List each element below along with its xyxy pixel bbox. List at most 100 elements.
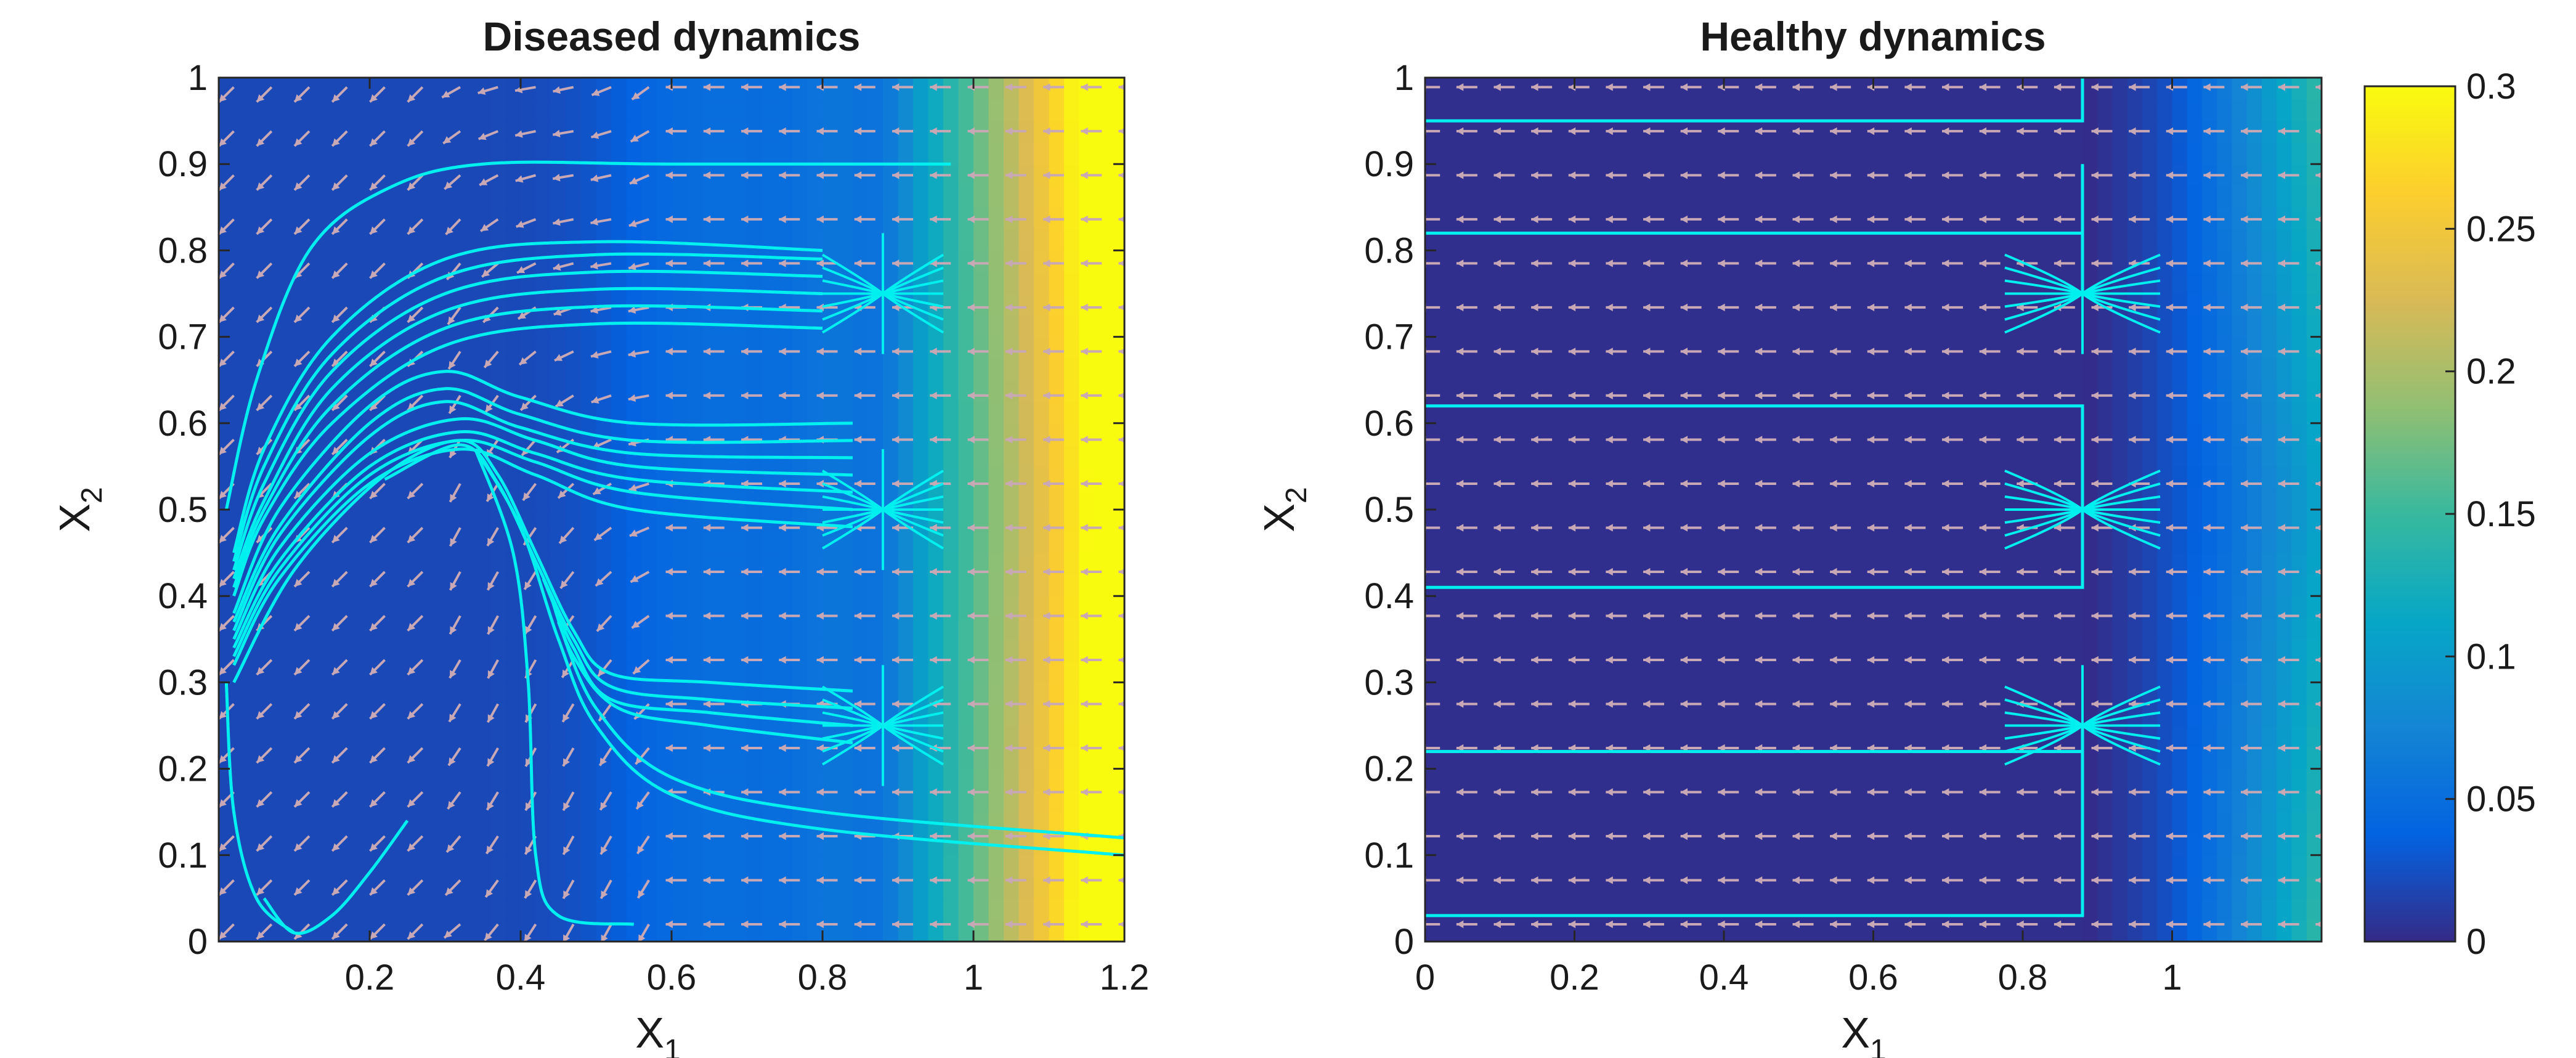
heatmap-cell [2067,639,2083,662]
heatmap-cell [384,725,400,748]
heatmap-cell [1545,790,1561,813]
vector-arrow [628,218,649,227]
heatmap-cell [747,639,763,662]
heatmap-cell [1784,704,1800,726]
heatmap-cell [807,401,823,424]
heatmap-cell [2052,855,2068,877]
heatmap-cell [400,725,416,748]
heatmap-cell [626,790,642,813]
heatmap-cell [867,229,884,251]
heatmap-cell [1485,272,1501,295]
heatmap-cell [581,78,597,100]
heatmap-cell [837,574,853,596]
heatmap-cell [279,99,295,121]
heatmap-cell [1485,768,1501,791]
heatmap-cell [837,898,853,921]
heatmap-cell [2052,315,2068,338]
heatmap-cell [1455,358,1471,381]
heatmap-cell [853,444,869,467]
heatmap-cell [1948,725,1964,748]
heatmap-cell [2157,423,2173,446]
heatmap-cell [1724,358,1740,381]
heatmap-cell [747,358,763,381]
heatmap-cell [445,293,461,316]
heatmap-cell [1739,531,1755,553]
heatmap-cell [853,99,869,121]
heatmap-cell [1589,682,1605,705]
heatmap-cell [535,121,551,143]
heatmap-cell [2157,898,2173,921]
heatmap-cell [1018,682,1034,705]
heatmap-cell [1918,661,1934,683]
heatmap-cell [1589,488,1605,510]
heatmap-cell [1109,358,1124,381]
heatmap-cell [988,812,1004,834]
heatmap-cell [1485,358,1501,381]
heatmap-cell [1574,358,1590,381]
heatmap-cell [2112,596,2128,618]
heatmap-cell [1514,207,1530,230]
heatmap-cell [1634,617,1650,640]
heatmap-cell [1739,725,1755,748]
heatmap-cell [1425,336,1441,359]
heatmap-cell [611,898,627,921]
vector-arrow [552,174,574,182]
heatmap-cell [1843,661,1859,683]
heatmap-cell [1843,142,1859,165]
heatmap-cell [1514,876,1530,899]
heatmap-cell [1574,596,1590,618]
heatmap-cell [1425,272,1441,295]
heatmap-cell [1709,336,1725,359]
heatmap-cell [1619,639,1635,662]
heatmap-cell [1589,466,1605,489]
heatmap-cell [475,250,491,273]
heatmap-cell [1589,358,1605,381]
heatmap-cell [867,250,884,273]
heatmap-cell [1798,142,1814,165]
heatmap-cell [732,639,748,662]
heatmap-cell [219,812,235,834]
heatmap-cell [853,315,869,338]
heatmap-cell [384,855,400,877]
vector-arrow [331,703,348,720]
heatmap-cell [581,768,597,791]
heatmap-cell [566,336,582,359]
heatmap-cell [988,920,1004,942]
heatmap-cell [1440,639,1456,662]
vector-arrow [407,879,424,896]
heatmap-cell [505,855,521,877]
heatmap-cell [1529,768,1545,791]
heatmap-cell [505,99,521,121]
heatmap-cell [1933,768,1949,791]
heatmap-cell [626,272,642,295]
heatmap-cell [2157,293,2173,316]
heatmap-cell [656,898,672,921]
heatmap-cell [1963,423,1979,446]
heatmap-cell [460,272,476,295]
heatmap-cell [1888,855,1904,877]
heatmap-cell [1469,358,1485,381]
heatmap-cell [611,812,627,834]
heatmap-cell [1724,466,1740,489]
heatmap-cell [1724,315,1740,338]
heatmap-cell [370,250,386,273]
vector-arrow [1005,303,1026,312]
heatmap-cell [1440,574,1456,596]
heatmap-cell [1604,704,1620,726]
heatmap-cell [234,358,250,381]
heatmap-cell [1843,293,1859,316]
heatmap-cell [1034,272,1050,295]
heatmap-cell [1739,250,1755,273]
heatmap-cell [1843,768,1859,791]
heatmap-cell [792,78,808,100]
heatmap-cell [928,855,944,877]
heatmap-cell [1514,639,1530,662]
vector-arrow [553,86,574,94]
heatmap-cell [400,510,416,532]
vector-arrow [892,348,913,356]
heatmap-cell [1768,488,1784,510]
heatmap-cell [928,99,944,121]
heatmap-cell [913,164,929,186]
heatmap-cell [354,833,370,856]
heatmap-cell [611,121,627,143]
